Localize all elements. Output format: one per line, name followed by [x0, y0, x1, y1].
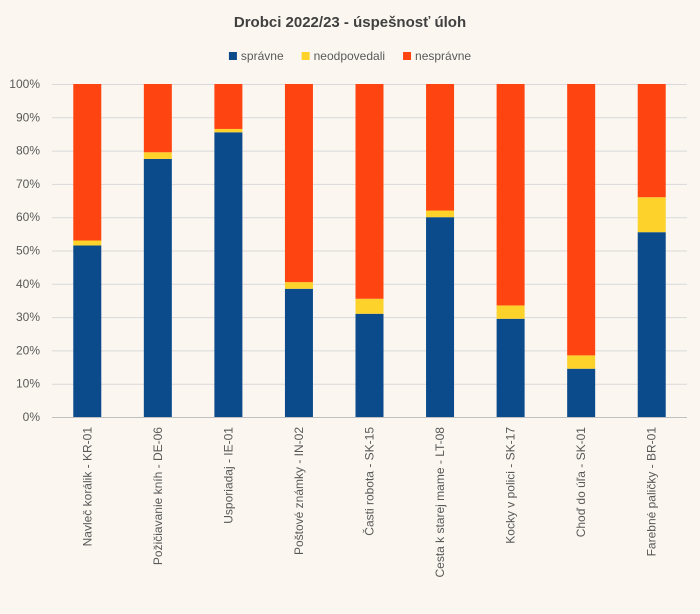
bar-segment: [496, 84, 525, 306]
y-tick-label: 20%: [16, 343, 40, 357]
bar-segment: [214, 84, 243, 129]
chart-title: Drobci 2022/23 - úspešnosť úloh: [234, 14, 466, 31]
y-tick-label: 50%: [16, 244, 40, 258]
bar-segment: [567, 84, 596, 356]
x-tick-label: Choď do úľa - SK-01: [574, 427, 588, 538]
y-tick-label: 0%: [23, 410, 41, 424]
bar-segment: [214, 128, 243, 133]
legend-item: správne: [228, 49, 284, 63]
bar-segment: [284, 288, 313, 417]
legend-swatch: [301, 52, 310, 60]
bar-segment: [73, 245, 102, 417]
y-axis-tick-labels: 0% 10% 20% 30% 40% 50% 60% 70% 80% 90% 100%: [9, 77, 40, 424]
bar-segment: [143, 158, 172, 418]
x-tick-label: Kocky v polici - SK-17: [504, 427, 518, 544]
bar-segment: [637, 197, 666, 233]
bar-segment: [214, 132, 243, 417]
legend-label: neodpovedali: [314, 49, 385, 63]
bar-segment: [426, 210, 455, 218]
y-tick-label: 100%: [9, 77, 40, 91]
legend-label: nesprávne: [415, 49, 471, 63]
x-tick-label: Usporiadaj - IE-01: [221, 427, 235, 524]
y-tick-label: 40%: [16, 277, 40, 291]
y-tick-label: 90%: [16, 110, 40, 124]
bar-segment: [496, 305, 525, 319]
legend-swatch: [403, 52, 412, 60]
bars: [73, 84, 666, 418]
legend: správne neodpovedali nesprávne: [228, 49, 471, 63]
bar-segment: [355, 298, 384, 314]
bar-segment: [143, 84, 172, 153]
x-tick-label: Farebné paličky - BR-01: [645, 427, 659, 557]
bar-segment: [73, 84, 102, 241]
legend-swatch: [228, 52, 237, 60]
bar-segment: [355, 313, 384, 417]
bar-segment: [567, 355, 596, 369]
bar-segment: [426, 84, 455, 211]
x-axis-tick-labels: Navleč korálik - KR-01 Požičiavanie kníh …: [80, 427, 658, 578]
bar-segment: [284, 282, 313, 289]
y-tick-label: 70%: [16, 177, 40, 191]
legend-item: neodpovedali: [301, 49, 385, 63]
legend-label: správne: [241, 49, 284, 63]
y-tick-label: 30%: [16, 310, 40, 324]
bar-segment: [496, 318, 525, 417]
bar-segment: [567, 368, 596, 417]
x-tick-label: Poštové známky - IN-02: [292, 427, 306, 555]
bar-segment: [637, 232, 666, 417]
bar-segment: [284, 84, 313, 283]
x-tick-label: Časti robota - SK-15: [362, 427, 377, 536]
bar-segment: [73, 240, 102, 246]
x-tick-label: Navleč korálik - KR-01: [80, 427, 94, 547]
bar-segment: [143, 152, 172, 159]
y-tick-label: 60%: [16, 210, 40, 224]
bar-segment: [637, 84, 666, 198]
bar-segment: [355, 84, 384, 299]
legend-item: nesprávne: [403, 49, 471, 63]
y-tick-label: 10%: [16, 377, 40, 391]
x-tick-label: Cesta k starej mame - LT-08: [433, 427, 447, 578]
y-tick-label: 80%: [16, 144, 40, 158]
x-tick-label: Požičiavanie kníh - DE-06: [151, 427, 165, 565]
bar-segment: [426, 217, 455, 417]
